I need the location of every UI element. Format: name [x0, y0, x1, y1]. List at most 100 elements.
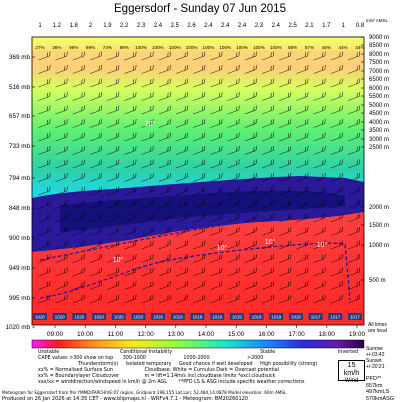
altitude-tick-label: 1000 m: [369, 243, 389, 249]
ppfd-values: PFD** 657km 497kmLS 570kmASG: [366, 376, 394, 402]
thunder-class-3: High possibility (strong): [260, 362, 317, 367]
time-tick-label: 13:00: [168, 331, 185, 338]
surface-label: 1020: [35, 315, 45, 320]
surface-label: 1018: [271, 315, 281, 320]
surface-label-box: 1020: [33, 313, 47, 320]
altitude-tick-label: 7000 m: [369, 69, 389, 75]
altitude-tick-label: 2000 m: [369, 205, 389, 211]
high-cloud-label: 44%: [339, 45, 348, 50]
time-tick-label: 16:00: [258, 331, 275, 338]
altitude-tick-label: 500 m: [369, 278, 386, 284]
pressure-tick-label: 995 mb: [9, 295, 31, 302]
top-value-label: 2.1: [305, 23, 314, 29]
surface-label: 1018: [252, 315, 262, 320]
surface-label: 1019: [193, 315, 203, 320]
contour-label: 10°: [265, 238, 276, 246]
high-cloud-label: 100%: [186, 45, 198, 50]
top-value-label: 2.4: [154, 23, 163, 29]
high-cloud-label: 34%: [355, 45, 364, 50]
altitude-tick-label: 6500 m: [369, 77, 389, 83]
colorbar-title-inverted: Inverted: [338, 350, 358, 356]
top-value-label: 2.5: [288, 23, 297, 29]
altitude-tick-label: 7500 m: [369, 60, 389, 66]
surface-label-box: 1018: [289, 313, 303, 320]
top-value-label: 2.4: [221, 23, 230, 29]
high-cloud-label: 100%: [236, 45, 248, 50]
high-cloud-label: 38%: [52, 45, 61, 50]
surface-label: 1020: [134, 315, 144, 320]
pressure-tick-label: 369 mb: [9, 54, 31, 61]
altitude-tick-label: 2500 m: [369, 145, 389, 151]
top-value-label: 2.6: [187, 23, 196, 29]
altitude-tick-label: 1500 m: [369, 223, 389, 229]
surface-label-box: 1017: [348, 313, 362, 320]
time-tick-label: 19:00: [349, 331, 366, 338]
altitude-tick-label: 4500 m: [369, 111, 389, 117]
top-value-label: 1: [38, 23, 42, 29]
pressure-tick-label: 733 mb: [9, 143, 31, 150]
high-cloud-label: 100%: [169, 45, 181, 50]
surface-label-box: 1017: [309, 313, 323, 320]
legend-line-3: xxx/xx = winddirection/windspeed in km/h…: [38, 380, 167, 385]
surface-label: 1020: [74, 315, 84, 320]
surface-label-box: 1018: [269, 313, 283, 320]
cape-range-1: 300-1000: [123, 356, 146, 361]
surface-label: 1017: [350, 315, 360, 320]
time-tick-label: 12:00: [137, 331, 154, 338]
altitude-tick-label: 9000 m: [369, 35, 389, 41]
surface-label-box: 1020: [151, 313, 165, 320]
top-value-label: 1: [341, 23, 345, 29]
top-value-label: 2.3: [137, 23, 146, 29]
pressure-tick-label: 949 mb: [9, 265, 31, 272]
pressure-tick-label: 794 mb: [9, 175, 31, 182]
credits: Meteogram for Eggersdorf from file YMMDI…: [2, 390, 286, 402]
altitude-tick-label: 5500 m: [369, 94, 389, 100]
sun-times: Sunrise +/-03:42 Sunset +/-20:21: [366, 346, 385, 370]
surface-label-box: 1019: [230, 313, 244, 320]
surface-label: 1019: [232, 315, 242, 320]
top-value-label: 1.9: [103, 23, 112, 29]
ppfd-value-3: 570kmASG: [366, 396, 394, 402]
surface-label: 1017: [330, 315, 340, 320]
altitude-tick-label: 3000 m: [369, 137, 389, 143]
colorbar-title-unstable: Unstable: [38, 350, 59, 355]
surface-label-box: 1020: [112, 313, 126, 320]
surface-label-box: 1019: [171, 313, 185, 320]
top-value-label: 2.5: [171, 23, 180, 29]
high-cloud-label: 99%: [120, 45, 129, 50]
all-times-line-2: are local: [368, 328, 387, 334]
pressure-tick-label: 848 mb: [9, 205, 31, 212]
surface-label-box: 1019: [191, 313, 205, 320]
high-cloud-label: 100%: [152, 45, 164, 50]
altitude-tick-label: 3500 m: [369, 128, 389, 134]
high-cloud-label: 100%: [135, 45, 147, 50]
sunset-time: +/-20:21: [366, 364, 385, 370]
top-value-label: 2.4: [204, 23, 213, 29]
wind-key-label: Wind: [339, 377, 364, 385]
time-tick-label: 18:00: [319, 331, 336, 338]
thunder-label: Thunderstorm(s): [78, 362, 118, 367]
surface-label: 1018: [291, 315, 301, 320]
high-cloud-label: 100%: [253, 45, 265, 50]
cape-range-3: >2000: [247, 356, 263, 361]
top-value-label: 2.4: [238, 23, 247, 29]
high-cloud-label: 27%: [35, 45, 44, 50]
surface-label: 1019: [173, 315, 183, 320]
legend-line-1: xx% = Normalised Surface Sun: [38, 368, 113, 373]
lift-line: m = lift=1.14m/s incl.cloudbase limits *…: [145, 374, 276, 379]
cape-range-2: 1000-2000: [183, 356, 209, 361]
top-value-label: 2: [89, 23, 93, 29]
surface-label-box: 1020: [53, 313, 67, 320]
top-value-label: 2.2: [120, 23, 129, 29]
time-tick-label: 14:00: [198, 331, 215, 338]
surface-label: 1020: [55, 315, 65, 320]
high-cloud-label: 100%: [203, 45, 215, 50]
high-cloud-label: 100%: [219, 45, 231, 50]
altitude-tick-label: 4000 m: [369, 120, 389, 126]
high-cloud-label: 99%: [86, 45, 95, 50]
time-tick-label: 10:00: [77, 331, 94, 338]
